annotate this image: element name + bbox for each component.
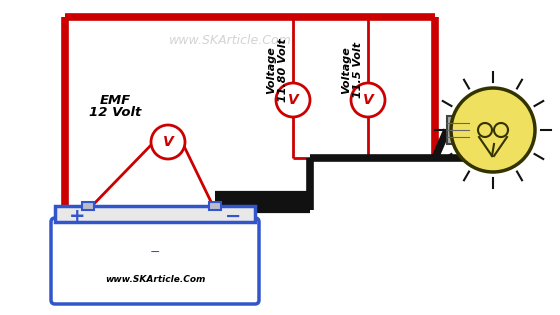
Bar [209,202,221,210]
Text: −: − [225,207,241,226]
Text: Voltage: Voltage [341,46,351,94]
Bar [82,202,94,210]
Text: V: V [288,93,298,107]
Text: www.SKArticle.Com: www.SKArticle.Com [105,276,205,284]
Text: −: − [150,245,160,259]
Text: 12 Volt: 12 Volt [89,106,141,118]
Text: EMF: EMF [100,94,130,106]
Circle shape [276,83,310,117]
Circle shape [151,125,185,159]
FancyBboxPatch shape [51,218,259,304]
Bar [447,116,469,144]
Circle shape [451,88,535,172]
Text: Voltage: Voltage [266,46,276,94]
Text: +: + [69,207,85,226]
Text: 11.80 Volt: 11.80 Volt [278,38,288,102]
Text: www.SKArticle.Com: www.SKArticle.Com [169,33,291,47]
Bar [55,206,255,222]
Circle shape [351,83,385,117]
Text: 11.5 Volt: 11.5 Volt [353,42,363,98]
Text: V: V [162,135,174,149]
Text: V: V [363,93,374,107]
